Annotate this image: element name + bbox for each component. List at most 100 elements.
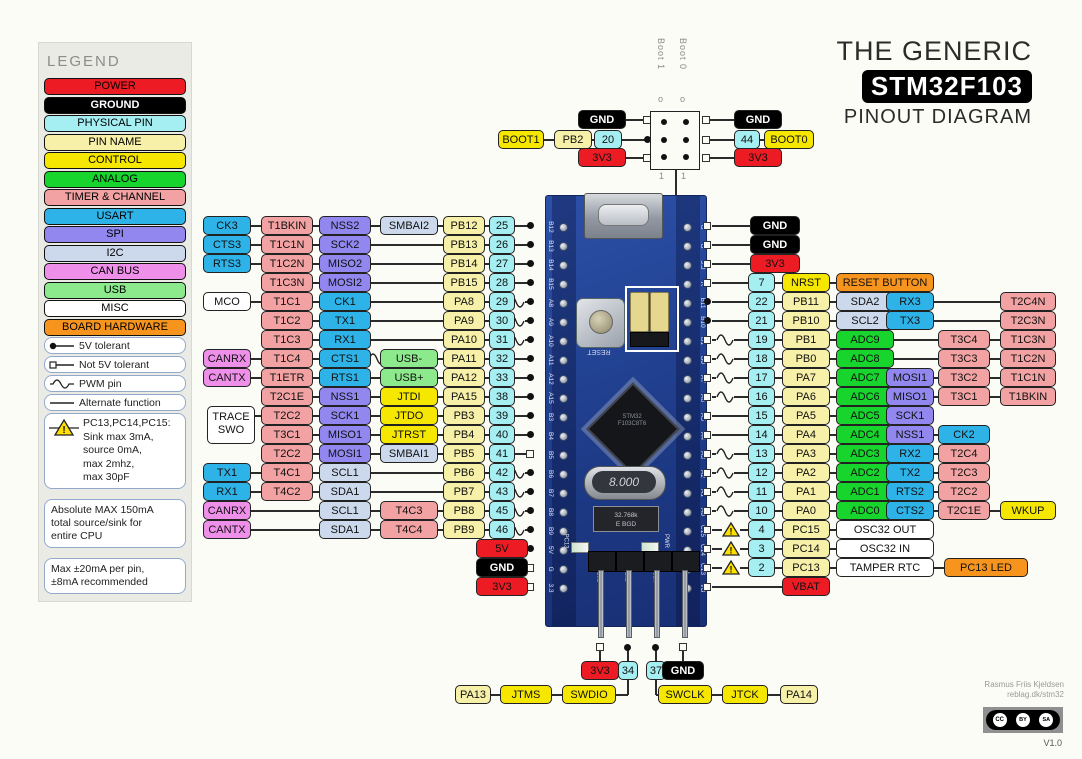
pin-box-t2c4n: T2C4N	[1000, 292, 1056, 311]
legend-item-can-bus: CAN BUS	[44, 263, 186, 280]
connector-line	[626, 157, 648, 159]
board-hole	[559, 489, 568, 498]
pin-box-t2c2: T2C2	[261, 444, 313, 463]
connector-line	[626, 119, 648, 121]
board-hole	[683, 432, 692, 441]
pin-box-t1c3n: T1C3N	[261, 273, 313, 292]
marker-5v-tolerant	[527, 317, 534, 324]
marker-not-5v-tolerant	[703, 355, 711, 363]
pin-box-t1c3n: T1C3N	[1000, 330, 1056, 349]
pin-box-22: 22	[748, 292, 775, 311]
pwr-led-label: PWR	[663, 534, 669, 548]
pin-box-3v3: 3V3	[581, 661, 619, 680]
pin-box-t2c1e: T2C1E	[938, 501, 990, 520]
silkscreen-label: 3.3	[547, 583, 554, 593]
pin-box-tx3: TX3	[886, 311, 934, 330]
pin-box-osc32-out: OSC32 OUT	[836, 520, 934, 539]
connector-line	[616, 694, 628, 696]
pin-box-pa2: PA2	[782, 463, 830, 482]
connector-line	[252, 415, 268, 417]
pwm-squiggle-icon	[716, 466, 734, 480]
legend-item-board-hardware: BOARD HARDWARE	[44, 318, 186, 336]
pin-box-adc3: ADC3	[836, 444, 894, 463]
boot0-open-mark: o	[680, 94, 686, 104]
jumper-pin-dot	[661, 154, 667, 160]
marker-5v-tolerant	[527, 431, 534, 438]
usb-connector-slot	[598, 204, 649, 226]
marker-not-5v-tolerant	[703, 241, 711, 249]
board-hole	[559, 527, 568, 536]
pin-box-sda1: SDA1	[319, 520, 371, 539]
pin-box-tx1: TX1	[319, 311, 371, 330]
legend-marker-list: 5V tolerant Not 5V tolerant PWM pin Alterna…	[39, 337, 191, 489]
legend-marker-dot: 5V tolerant	[44, 337, 186, 354]
pin-box-nrst: NRST	[782, 273, 830, 292]
legend-notes: Absolute MAX 150mA total source/sink for…	[39, 498, 191, 594]
board-hole	[559, 299, 568, 308]
legend-marker-pwm: PWM pin	[44, 375, 186, 392]
pin-box-vbat: VBAT	[782, 577, 830, 596]
marker-not-5v-tolerant	[703, 412, 711, 420]
pin-box-nss1: NSS1	[886, 425, 934, 444]
pin-box-29: 29	[489, 292, 515, 311]
legend-item-pin-name: PIN NAME	[44, 133, 186, 151]
pin-box-t2c1e: T2C1E	[261, 387, 313, 406]
silkscreen-label: B4	[547, 432, 554, 440]
pin-box-sck1: SCK1	[319, 406, 371, 425]
pin-box-scl1: SCL1	[319, 501, 371, 520]
pin-box-20: 20	[594, 130, 622, 149]
pin-box-t4c3: T4C3	[380, 501, 438, 520]
marker-not-5v-tolerant	[703, 279, 711, 287]
connector-line	[712, 694, 722, 696]
pwm-squiggle-icon	[716, 352, 734, 366]
boot-jumper-cap	[650, 292, 669, 332]
marker-5v-tolerant	[527, 279, 534, 286]
pin-box-jtdo: JTDO	[380, 406, 438, 425]
swd-header-block	[644, 551, 672, 572]
pin-box-trace-swo: TRACE SWO	[207, 406, 255, 444]
connector-line	[627, 648, 629, 662]
marker-not-5v-tolerant	[702, 116, 710, 124]
marker-not-5v-tolerant	[596, 643, 604, 651]
pin-box-t1c1n: T1C1N	[1000, 368, 1056, 387]
jumper-pin-dot	[683, 119, 689, 125]
pin-box-sck2: SCK2	[319, 235, 371, 254]
pin-box-pb6: PB6	[443, 463, 485, 482]
board-hole	[683, 508, 692, 517]
pin-box-adc8: ADC8	[836, 349, 894, 368]
board-hole	[559, 356, 568, 365]
swd-header-block	[616, 551, 644, 572]
connector-line	[599, 648, 601, 662]
pin-box-28: 28	[489, 273, 515, 292]
swd-header-pin	[682, 570, 688, 638]
connector-line	[267, 282, 531, 284]
attribution-author: Rasmus Friis Kjeldsen	[984, 680, 1064, 689]
pin-box-pb14: PB14	[443, 254, 485, 273]
silkscreen-label: A9	[547, 318, 554, 326]
board-hole	[559, 584, 568, 593]
marker-5v-tolerant	[704, 298, 711, 305]
silkscreen-label: B14	[547, 259, 554, 271]
legend-marker-label: Alternate function	[79, 396, 161, 409]
legend-note-2: Max ±20mA per pin, ±8mA recommended	[44, 557, 186, 594]
title-line-1: THE GENERIC	[836, 36, 1032, 66]
silkscreen-label: 5V	[547, 546, 554, 554]
pin-box-t1c2n: T1C2N	[1000, 349, 1056, 368]
marker-5v-tolerant	[527, 355, 534, 362]
pin-box-3v3: 3V3	[578, 148, 626, 167]
legend-warning-text: PC13,PC14,PC15: Sink max 3mA, source 0mA…	[83, 417, 171, 483]
board-hole	[683, 261, 692, 270]
pin-box-swdio: SWDIO	[562, 685, 616, 704]
pin-box-smbai1: SMBAI1	[380, 444, 438, 463]
pin-box-pb1: PB1	[782, 330, 830, 349]
pin-box-mosi1: MOSI1	[319, 444, 371, 463]
board-hole	[683, 394, 692, 403]
pin-box-miso1: MISO1	[319, 425, 371, 444]
pin-box-pb13: PB13	[443, 235, 485, 254]
legend-item-power: POWER	[44, 78, 186, 95]
mcu-chip-label: STM32 F103C8T6	[617, 414, 647, 427]
svg-text:!: !	[730, 546, 733, 556]
legend-item-usart: USART	[44, 207, 186, 225]
pin-box-pa8: PA8	[443, 292, 485, 311]
cc-band: CC BY SA	[986, 710, 1060, 730]
